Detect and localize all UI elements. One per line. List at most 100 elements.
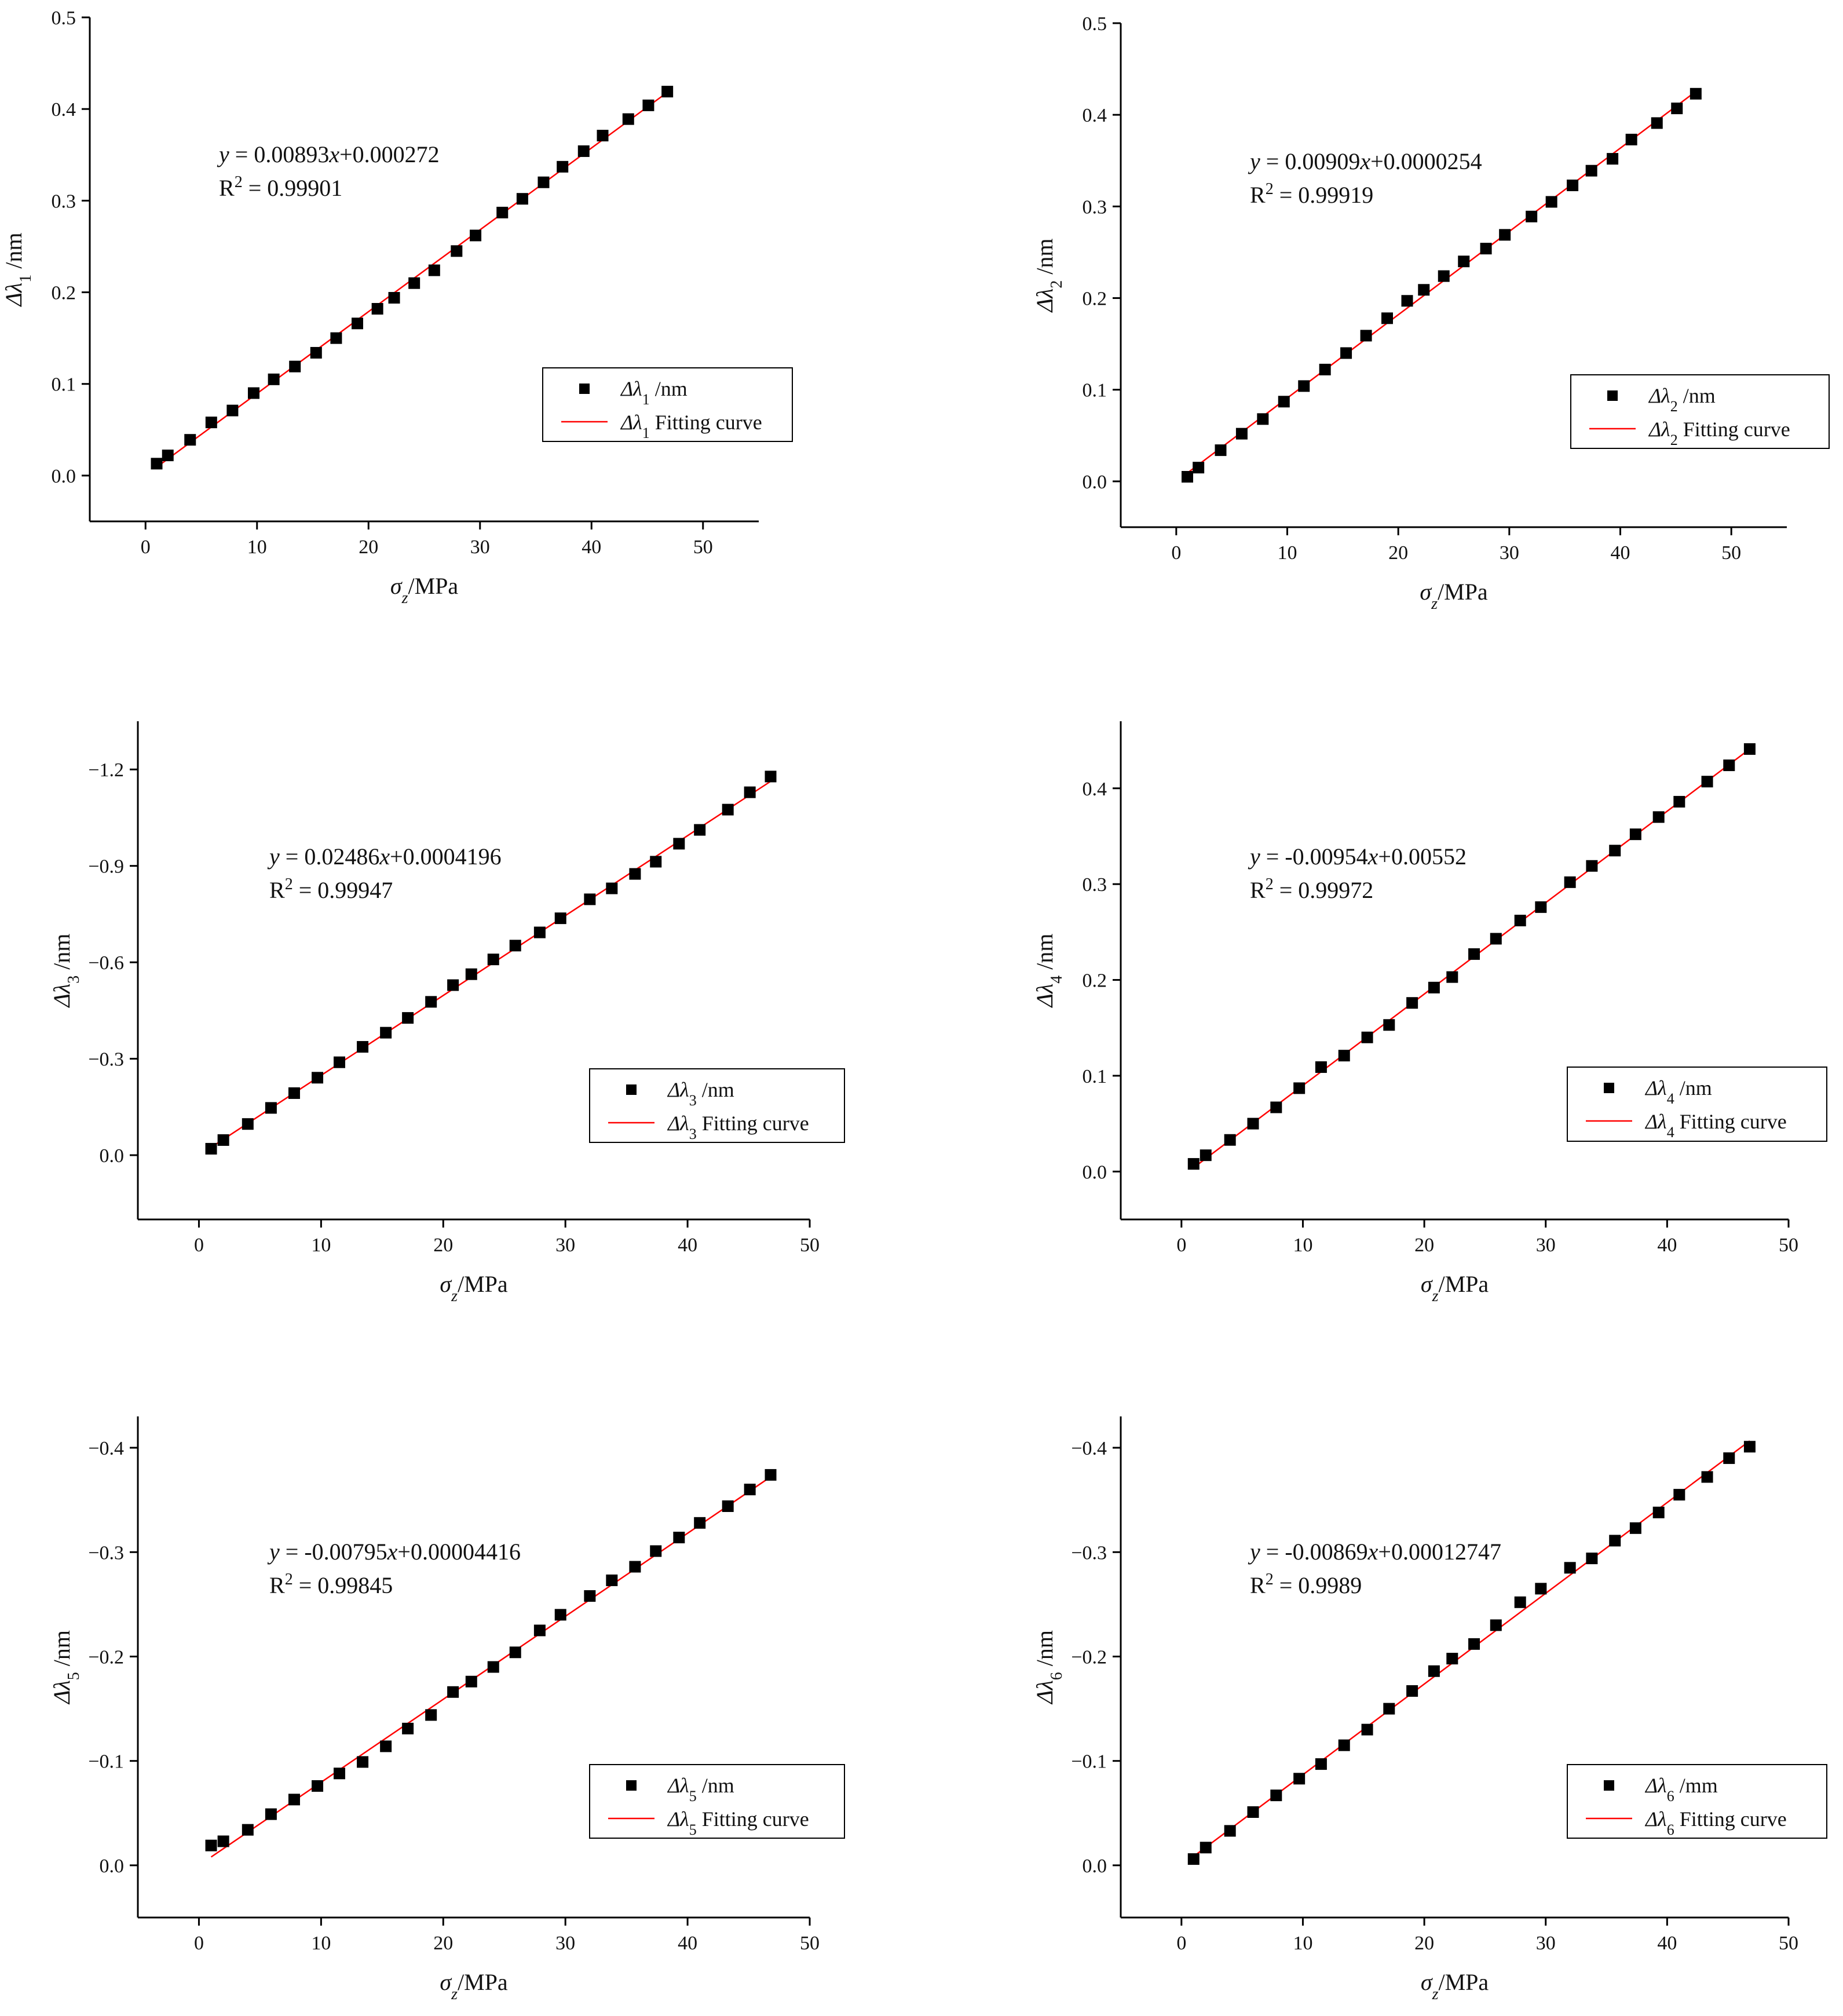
data-point [1278, 396, 1290, 408]
data-point [650, 1545, 662, 1557]
x-tick-label: 20 [359, 536, 378, 558]
fit-equation: y = -0.00954x+0.00552 [1248, 843, 1467, 870]
x-tick-label: 30 [1536, 1235, 1556, 1256]
data-point [744, 786, 756, 798]
data-point [1585, 165, 1597, 177]
data-point [402, 1012, 414, 1024]
x-tick-label: 40 [582, 536, 601, 558]
y-tick-label: 0.4 [1083, 105, 1107, 126]
data-point [765, 1469, 777, 1481]
x-tick-label: 0 [1171, 542, 1181, 564]
data-point [312, 1780, 324, 1792]
chart-panel-2: 0 10 20 30 40 50 0.0 0.1 0.2 0.3 0.4 0.5 σz/MPa Δλ2 /… [1032, 13, 1830, 613]
data-point [1338, 1739, 1350, 1751]
chart-panel-1: 0 10 20 30 40 50 0.0 0.1 0.2 0.3 0.4 0.5 σz/MPa Δλ1 /… [1, 8, 793, 607]
chart-panel-3: 0 10 20 30 40 50 0.0 −0.3 −0.6 −0.9 −1.2 σz/MPa Δλ3 … [49, 721, 845, 1305]
y-tick-label: −1.2 [88, 759, 124, 781]
data-point [1215, 444, 1227, 456]
data-point [1514, 915, 1526, 926]
legend-marker-swatch [1604, 1780, 1614, 1791]
data-point [694, 1517, 706, 1529]
x-tick-label: 30 [1536, 1933, 1556, 1954]
data-point [744, 1484, 756, 1496]
data-point [1446, 971, 1458, 983]
x-tick-label: 0 [141, 536, 151, 558]
data-point [1499, 229, 1511, 241]
x-tick-label: 30 [470, 536, 490, 558]
legend-fit-label: Δλ5 Fitting curve [667, 1807, 809, 1838]
data-point [1673, 795, 1685, 808]
x-tick-label: 10 [1293, 1235, 1312, 1256]
y-tick-label: 0.3 [1083, 874, 1107, 896]
data-point [357, 1041, 369, 1053]
legend-points-label: Δλ4 /nm [1644, 1076, 1712, 1107]
data-point [1381, 312, 1393, 324]
data-point [1690, 87, 1702, 100]
x-axis-title: σz/MPa [1421, 1969, 1489, 2003]
data-point [1270, 1789, 1282, 1802]
data-point [1406, 997, 1418, 1009]
data-point [1193, 462, 1205, 474]
y-axis-title: Δλ3 /nm [49, 933, 83, 1008]
data-point [509, 1646, 521, 1659]
data-point [1535, 1583, 1547, 1595]
data-point [606, 882, 618, 894]
legend-fit-label: Δλ1 Fitting curve [620, 411, 762, 441]
data-point [487, 954, 499, 966]
legend-marker-swatch [1607, 390, 1618, 401]
fit-equation: y = 0.02486x+0.0004196 [267, 843, 502, 870]
x-tick-label: 0 [1176, 1235, 1186, 1256]
r-squared: R2 = 0.99901 [219, 173, 342, 202]
r-squared: R2 = 0.9989 [1250, 1571, 1362, 1599]
data-point [1609, 845, 1621, 857]
data-point [1671, 103, 1683, 115]
data-point [1723, 759, 1735, 772]
y-tick-label: −0.6 [88, 952, 124, 974]
data-point [380, 1740, 392, 1752]
data-point [288, 1087, 300, 1099]
x-tick-label: 10 [311, 1933, 331, 1954]
data-point [1701, 776, 1713, 788]
data-point [1446, 1653, 1458, 1665]
legend-box [1567, 1764, 1827, 1839]
x-tick-label: 50 [1721, 542, 1741, 564]
r-squared: R2 = 0.99947 [269, 875, 393, 904]
chart-panel-6: 0 10 20 30 40 50 0.0 −0.1 −0.2 −0.3 −0.4 σz/MPa Δλ6 … [1032, 1416, 1827, 2003]
data-point [1625, 133, 1637, 145]
data-point [1652, 811, 1665, 823]
x-tick-label: 20 [1414, 1235, 1434, 1256]
legend-box [542, 367, 793, 442]
data-point [1361, 1031, 1373, 1043]
data-point [584, 1590, 596, 1602]
data-point [388, 292, 400, 304]
y-tick-label: 0.0 [1083, 1856, 1107, 1877]
x-tick-label: 30 [555, 1933, 575, 1954]
legend-points-label: Δλ1 /nm [620, 377, 688, 408]
data-point [1723, 1452, 1735, 1464]
y-tick-label: 0.3 [52, 191, 76, 212]
y-axis-title: Δλ6 /nm [1032, 1630, 1066, 1705]
legend-fit-label: Δλ6 Fitting curve [1644, 1807, 1787, 1838]
data-point [1490, 1619, 1502, 1631]
data-point [1200, 1149, 1212, 1162]
x-tick-label: 0 [1176, 1933, 1186, 1954]
data-point [265, 1808, 277, 1820]
y-tick-label: 0.1 [1083, 380, 1107, 401]
x-tick-label: 40 [1611, 542, 1630, 564]
data-point [597, 130, 609, 142]
data-point [1293, 1082, 1306, 1094]
fit-equation: y = 0.00909x+0.0000254 [1248, 148, 1482, 174]
data-point [1319, 363, 1331, 375]
data-point [408, 277, 420, 289]
data-point [1564, 876, 1576, 888]
y-tick-label: 0.2 [1083, 288, 1107, 310]
x-tick-label: 50 [800, 1933, 820, 1954]
y-tick-label: 0.0 [100, 1856, 125, 1877]
legend-box [589, 1764, 845, 1839]
data-point [606, 1574, 618, 1586]
y-tick-label: 0.0 [1083, 1162, 1107, 1183]
y-axis-title: Δλ2 /nm [1032, 238, 1066, 313]
data-point [1629, 1522, 1641, 1534]
